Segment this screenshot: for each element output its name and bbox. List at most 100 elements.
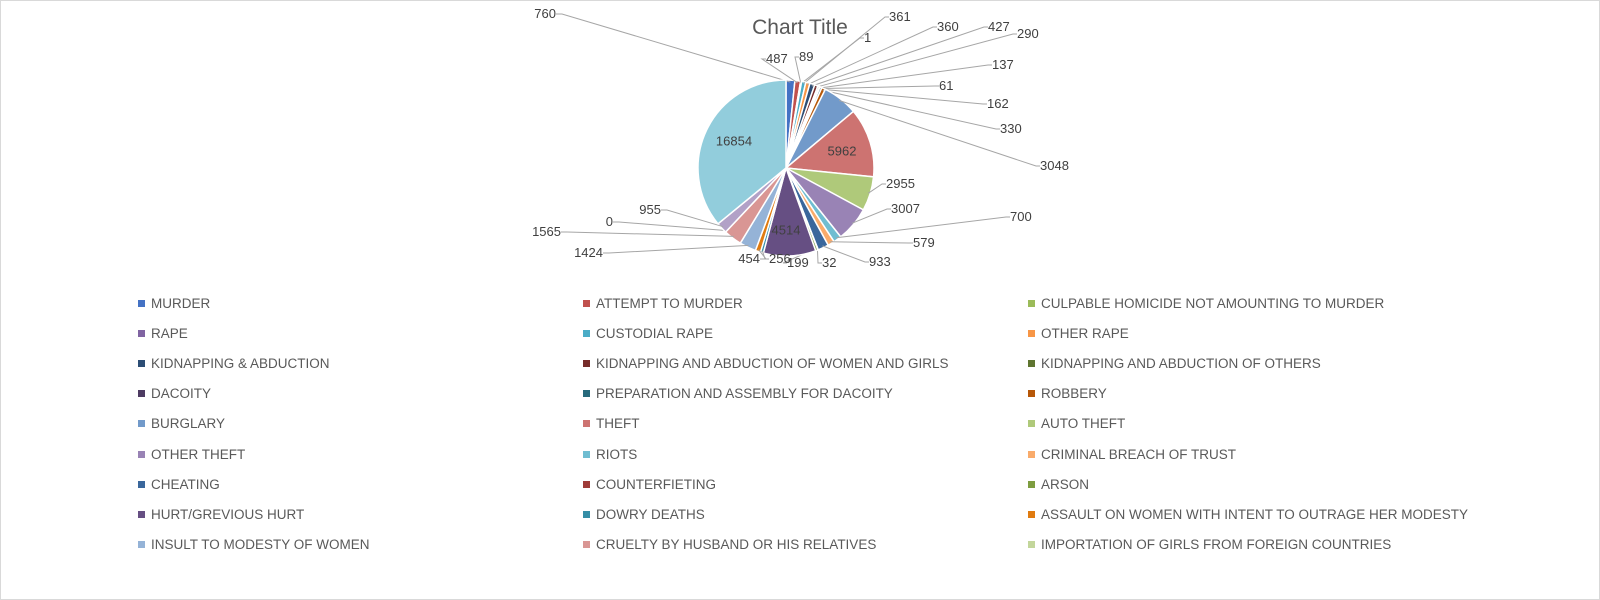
data-label: 1424 — [574, 245, 603, 260]
legend-label: HURT/GREVIOUS HURT — [151, 506, 305, 522]
legend-label: KIDNAPPING & ABDUCTION — [151, 355, 330, 371]
leader-line — [556, 13, 791, 83]
data-label: 89 — [799, 49, 813, 64]
legend-swatch — [138, 450, 145, 458]
legend-swatch — [583, 480, 590, 488]
data-label: 933 — [869, 254, 891, 269]
leader-line — [613, 221, 728, 232]
leader-line — [803, 16, 889, 85]
legend-swatch — [583, 359, 590, 367]
legend-item: INSULT TO MODESTY OF WOMEN — [138, 530, 583, 560]
legend-label: OTHER THEFT — [151, 446, 246, 462]
data-label: 955 — [639, 202, 661, 217]
legend-item: CRUELTY BY HUSBAND OR HIS RELATIVES — [583, 530, 1028, 560]
legend-label: ASSAULT ON WOMEN WITH INTENT TO OUTRAGE … — [1041, 506, 1469, 522]
leader-line — [561, 231, 734, 237]
legend-item: OTHER THEFT — [138, 439, 583, 469]
legend-label: KIDNAPPING AND ABDUCTION OF OTHERS — [1041, 355, 1321, 371]
legend-label: MURDER — [151, 295, 211, 311]
leader-line — [760, 58, 798, 84]
legend-item: ROBBERY — [1028, 379, 1578, 409]
legend-label: DACOITY — [151, 386, 212, 402]
leader-line — [603, 244, 749, 254]
data-label: 5962 — [828, 143, 857, 158]
legend-label: BURGLARY — [151, 416, 226, 432]
legend-swatch — [1028, 541, 1035, 549]
legend-swatch — [583, 299, 590, 307]
data-label: 361 — [889, 9, 911, 24]
data-label: 427 — [988, 19, 1010, 34]
legend-swatch — [1028, 450, 1035, 458]
data-label: 700 — [1010, 209, 1032, 224]
legend-item: CRIMINAL BREACH OF TRUST — [1028, 439, 1578, 469]
legend-swatch — [1028, 390, 1035, 398]
legend-swatch — [138, 480, 145, 488]
legend-label: INSULT TO MODESTY OF WOMEN — [151, 537, 370, 553]
leader-line — [830, 241, 913, 244]
legend-swatch — [583, 541, 590, 549]
legend-swatch — [1028, 359, 1035, 367]
legend-item: ASSAULT ON WOMEN WITH INTENT TO OUTRAGE … — [1028, 499, 1578, 529]
legend-swatch — [138, 420, 145, 428]
leader-line — [820, 88, 987, 105]
legend-item: CULPABLE HOMICIDE NOT AMOUNTING TO MURDE… — [1028, 288, 1578, 318]
leader-line — [815, 33, 1017, 88]
legend-label: AUTO THEFT — [1041, 416, 1126, 432]
leader-line — [807, 26, 937, 86]
legend-label: ARSON — [1041, 476, 1090, 492]
legend-label: COUNTERFIETING — [596, 476, 716, 492]
legend-item: ATTEMPT TO MURDER — [583, 288, 1028, 318]
legend-item: KIDNAPPING & ABDUCTION — [138, 348, 583, 378]
data-label: 3048 — [1040, 158, 1069, 173]
data-label: 16854 — [716, 133, 752, 148]
legend-swatch — [138, 510, 145, 518]
leader-line — [839, 100, 1040, 167]
legend-label: CRIMINAL BREACH OF TRUST — [1041, 446, 1237, 462]
legend-label: KIDNAPPING AND ABDUCTION OF WOMEN AND GI… — [596, 355, 949, 371]
legend-item: KIDNAPPING AND ABDUCTION OF WOMEN AND GI… — [583, 348, 1028, 378]
data-label: 3007 — [891, 201, 920, 216]
legend-item: RIOTS — [583, 439, 1028, 469]
legend-item: DACOITY — [138, 379, 583, 409]
legend-item: AUTO THEFT — [1028, 409, 1578, 439]
legend-swatch — [583, 510, 590, 518]
legend-swatch — [583, 329, 590, 337]
leader-line — [822, 245, 869, 263]
legend-label: THEFT — [596, 416, 640, 432]
data-label: 330 — [1000, 121, 1022, 136]
leader-line — [817, 64, 992, 89]
chart-title: Chart Title — [752, 16, 848, 39]
data-label: 290 — [1017, 26, 1039, 41]
legend-label: IMPORTATION OF GIRLS FROM FOREIGN COUNTR… — [1041, 537, 1392, 553]
legend-item: MURDER — [138, 288, 583, 318]
legend-item: CUSTODIAL RAPE — [583, 318, 1028, 348]
legend-label: ROBBERY — [1041, 386, 1107, 402]
legend-label: DOWRY DEATHS — [596, 506, 705, 522]
legend-swatch — [138, 359, 145, 367]
legend-swatch — [138, 329, 145, 337]
legend-swatch — [138, 299, 145, 307]
legend-swatch — [583, 420, 590, 428]
data-label: 454 — [738, 251, 760, 266]
leader-line — [794, 56, 802, 84]
legend-item: PREPARATION AND ASSEMBLY FOR DACOITY — [583, 379, 1028, 409]
leader-line — [811, 26, 988, 87]
data-label: 4514 — [772, 222, 801, 237]
data-label: 137 — [992, 57, 1014, 72]
legend-label: ATTEMPT TO MURDER — [596, 295, 743, 311]
legend-label: CHEATING — [151, 476, 220, 492]
data-label: 760 — [534, 6, 556, 21]
legend-item: IMPORTATION OF GIRLS FROM FOREIGN COUNTR… — [1028, 530, 1578, 560]
data-label: 256 — [769, 251, 791, 266]
data-label: 162 — [987, 96, 1009, 111]
legend-item: KIDNAPPING AND ABDUCTION OF OTHERS — [1028, 348, 1578, 378]
leader-line — [818, 85, 939, 90]
data-label: 199 — [787, 255, 809, 270]
legend-swatch — [138, 541, 145, 549]
leader-line — [822, 89, 1000, 130]
legend-item: OTHER RAPE — [1028, 318, 1578, 348]
legend-swatch — [1028, 299, 1035, 307]
leader-line — [836, 216, 1010, 239]
legend-swatch — [583, 390, 590, 398]
legend-label: CRUELTY BY HUSBAND OR HIS RELATIVES — [596, 537, 877, 553]
